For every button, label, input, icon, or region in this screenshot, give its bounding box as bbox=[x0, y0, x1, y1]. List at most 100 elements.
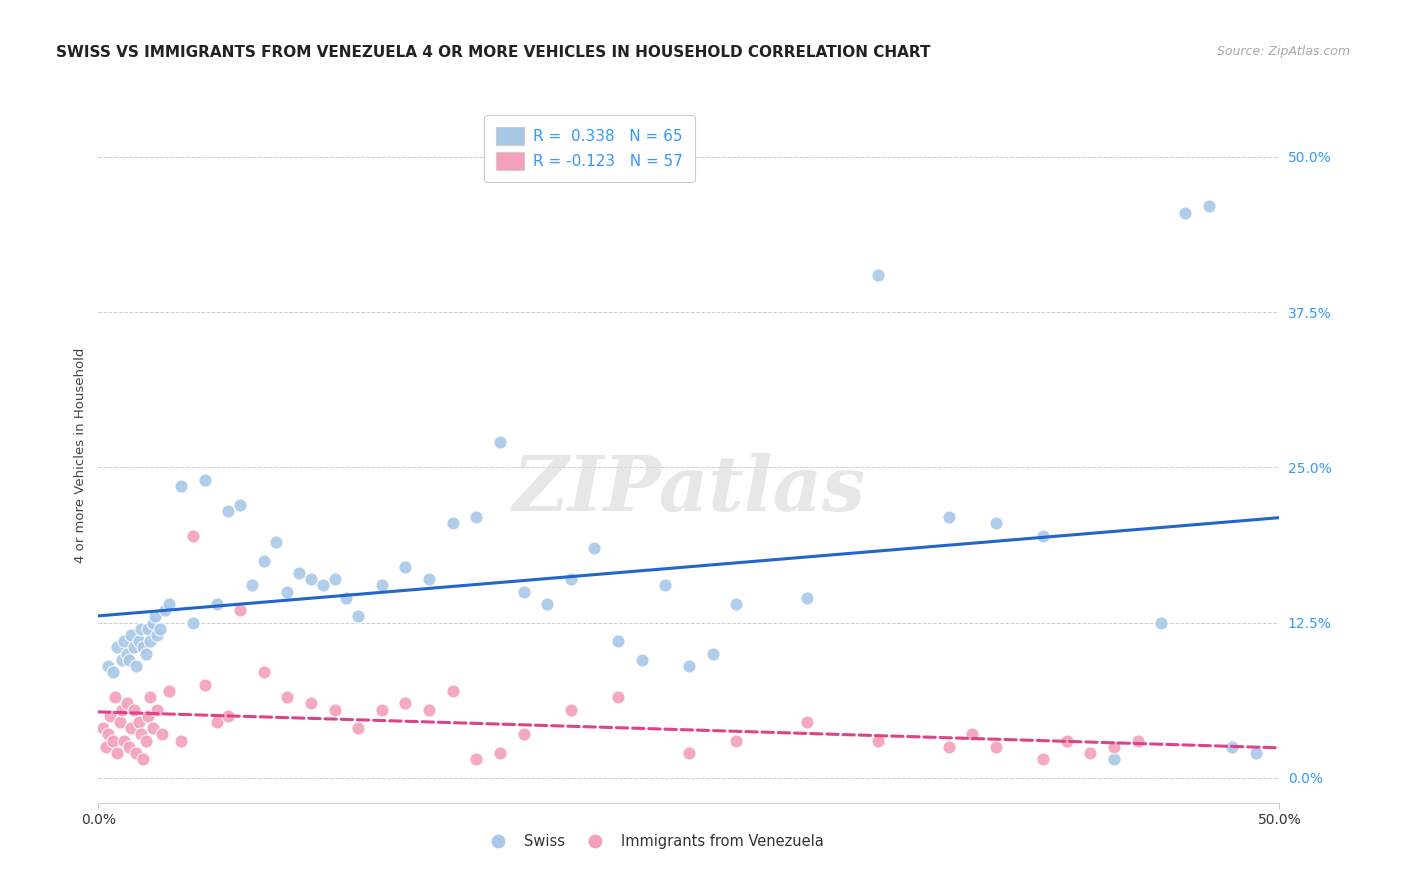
Point bbox=[125, 746, 148, 760]
Point bbox=[101, 665, 124, 680]
Point bbox=[91, 721, 114, 735]
Point bbox=[118, 739, 141, 754]
Point bbox=[1080, 746, 1102, 760]
Point bbox=[111, 703, 134, 717]
Point bbox=[132, 640, 155, 655]
Point bbox=[139, 634, 162, 648]
Point bbox=[157, 684, 180, 698]
Point bbox=[984, 739, 1007, 754]
Y-axis label: 4 or more Vehicles in Household: 4 or more Vehicles in Household bbox=[75, 347, 87, 563]
Point bbox=[125, 659, 148, 673]
Point bbox=[1056, 733, 1078, 747]
Point bbox=[104, 690, 127, 705]
Point bbox=[796, 591, 818, 605]
Point bbox=[1150, 615, 1173, 630]
Point bbox=[115, 647, 138, 661]
Point bbox=[105, 746, 128, 760]
Point bbox=[299, 572, 322, 586]
Point bbox=[205, 597, 228, 611]
Point bbox=[136, 622, 159, 636]
Point bbox=[128, 634, 150, 648]
Point bbox=[1032, 752, 1054, 766]
Point bbox=[149, 622, 172, 636]
Point bbox=[276, 584, 298, 599]
Point bbox=[121, 721, 143, 735]
Text: SWISS VS IMMIGRANTS FROM VENEZUELA 4 OR MORE VEHICLES IN HOUSEHOLD CORRELATION C: SWISS VS IMMIGRANTS FROM VENEZUELA 4 OR … bbox=[56, 45, 931, 60]
Point bbox=[1220, 739, 1243, 754]
Point bbox=[866, 268, 889, 282]
Point bbox=[323, 572, 346, 586]
Point bbox=[136, 708, 159, 723]
Legend: Swiss, Immigrants from Venezuela: Swiss, Immigrants from Venezuela bbox=[478, 828, 830, 855]
Point bbox=[170, 733, 193, 747]
Point bbox=[108, 714, 131, 729]
Point bbox=[607, 634, 630, 648]
Point bbox=[143, 609, 166, 624]
Point bbox=[796, 714, 818, 729]
Point bbox=[115, 697, 138, 711]
Point bbox=[725, 597, 748, 611]
Point bbox=[240, 578, 263, 592]
Text: Source: ZipAtlas.com: Source: ZipAtlas.com bbox=[1216, 45, 1350, 58]
Point bbox=[1244, 746, 1267, 760]
Point bbox=[441, 516, 464, 531]
Point bbox=[112, 733, 135, 747]
Point bbox=[1102, 739, 1125, 754]
Point bbox=[938, 510, 960, 524]
Point bbox=[129, 727, 152, 741]
Point bbox=[371, 703, 394, 717]
Point bbox=[288, 566, 311, 580]
Point bbox=[253, 553, 276, 567]
Point bbox=[276, 690, 298, 705]
Point bbox=[678, 746, 700, 760]
Point bbox=[607, 690, 630, 705]
Point bbox=[253, 665, 276, 680]
Point bbox=[678, 659, 700, 673]
Point bbox=[725, 733, 748, 747]
Point bbox=[560, 572, 582, 586]
Point bbox=[536, 597, 558, 611]
Point bbox=[560, 703, 582, 717]
Point bbox=[1102, 752, 1125, 766]
Point bbox=[181, 529, 204, 543]
Point bbox=[512, 727, 534, 741]
Point bbox=[142, 721, 165, 735]
Point bbox=[984, 516, 1007, 531]
Point bbox=[583, 541, 606, 555]
Point bbox=[181, 615, 204, 630]
Point bbox=[97, 727, 120, 741]
Point bbox=[938, 739, 960, 754]
Point bbox=[465, 510, 488, 524]
Point bbox=[489, 746, 512, 760]
Point bbox=[194, 473, 217, 487]
Point bbox=[150, 727, 173, 741]
Point bbox=[128, 714, 150, 729]
Point bbox=[229, 498, 252, 512]
Point bbox=[1198, 199, 1220, 213]
Point bbox=[312, 578, 335, 592]
Point bbox=[394, 697, 416, 711]
Point bbox=[1032, 529, 1054, 543]
Point bbox=[418, 572, 440, 586]
Point bbox=[121, 628, 143, 642]
Point bbox=[347, 609, 370, 624]
Point bbox=[153, 603, 176, 617]
Point bbox=[135, 733, 157, 747]
Point bbox=[170, 479, 193, 493]
Point bbox=[101, 733, 124, 747]
Point bbox=[146, 703, 169, 717]
Point bbox=[654, 578, 676, 592]
Point bbox=[441, 684, 464, 698]
Point bbox=[105, 640, 128, 655]
Point bbox=[146, 628, 169, 642]
Point bbox=[118, 653, 141, 667]
Point bbox=[962, 727, 984, 741]
Point bbox=[229, 603, 252, 617]
Point bbox=[122, 703, 145, 717]
Point bbox=[129, 622, 152, 636]
Point bbox=[194, 678, 217, 692]
Point bbox=[1174, 205, 1197, 219]
Point bbox=[335, 591, 357, 605]
Point bbox=[299, 697, 322, 711]
Point bbox=[465, 752, 488, 766]
